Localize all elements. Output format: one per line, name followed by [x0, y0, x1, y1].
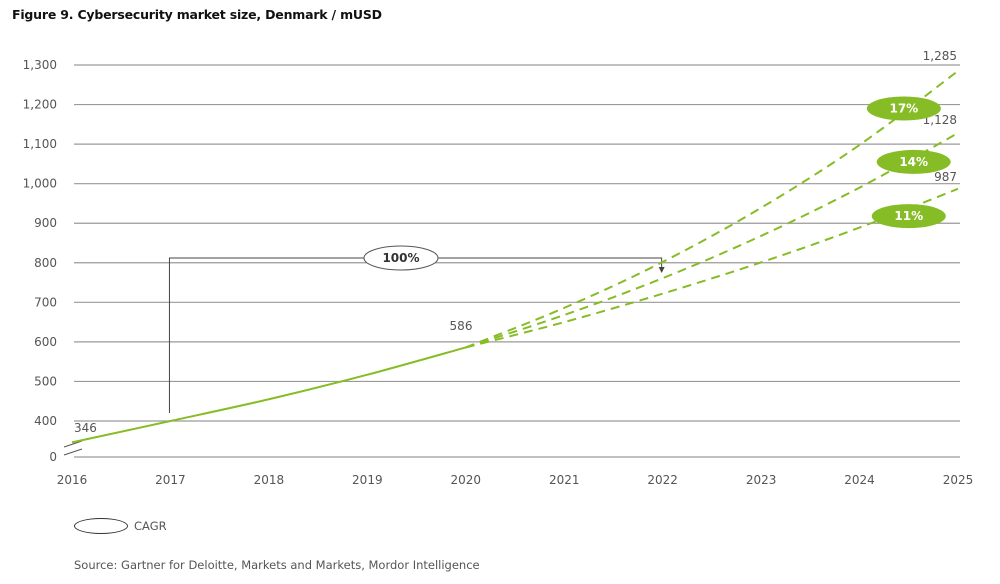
series-line-forecast-17-cagr	[465, 70, 959, 349]
y-tick-label: 1,100	[23, 137, 57, 151]
series-lines	[71, 70, 959, 444]
data-label: 586	[450, 319, 473, 333]
y-tick-label: 700	[34, 295, 57, 309]
cagr-badge	[866, 96, 941, 121]
y-tick-label: 900	[34, 216, 57, 230]
x-tick-label: 2022	[647, 473, 678, 487]
series-line-historical	[71, 346, 467, 444]
bracket-label: 100%	[382, 251, 419, 265]
growth-bracket: 100%	[168, 245, 665, 413]
bracket-line	[168, 257, 663, 413]
y-tick-label: 400	[34, 414, 57, 428]
series-line-forecast-14-cagr	[465, 132, 959, 349]
x-tick-label: 2023	[746, 473, 777, 487]
cagr-badge-label: 14%	[899, 155, 928, 169]
axis-break-mark	[63, 448, 83, 456]
cagr-oval-100	[363, 245, 439, 271]
data-label: 987	[934, 170, 957, 184]
y-tick-label: 1,300	[23, 58, 57, 72]
y-tick-label: 500	[34, 374, 57, 388]
axis-break	[63, 440, 83, 456]
series-line-forecast-11-cagr	[465, 187, 959, 349]
bracket-arrow	[658, 267, 665, 273]
legend-label: CAGR	[134, 519, 167, 533]
legend: CAGR	[74, 518, 167, 534]
y-tick-label: 800	[34, 256, 57, 270]
x-tick-label: 2020	[451, 473, 482, 487]
source-note: Source: Gartner for Deloitte, Markets an…	[74, 558, 480, 572]
y-axis-ticks: 0 400 500 600 700 800 900 1,000 1,100 1,200 1,300	[23, 58, 57, 464]
cagr-badges: 17% 14% 11%	[866, 96, 951, 229]
x-axis-ticks: 2016 2017 2018 2019 2020 2021 2022 2023 2024 2025	[57, 473, 974, 487]
x-tick-label: 2016	[57, 473, 88, 487]
legend-oval-icon	[74, 518, 128, 534]
gridlines	[74, 64, 960, 458]
axis-break-mark	[63, 440, 83, 448]
cagr-badge-label: 11%	[894, 209, 923, 223]
cagr-badge	[876, 149, 951, 174]
cagr-badge	[871, 204, 946, 229]
chart-title: Figure 9. Cybersecurity market size, Den…	[12, 7, 382, 22]
y-tick-label: 600	[34, 335, 57, 349]
x-tick-label: 2025	[943, 473, 974, 487]
data-label: 346	[74, 421, 97, 435]
x-tick-label: 2017	[155, 473, 186, 487]
y-tick-label: 1,000	[23, 177, 57, 191]
y-tick-label: 0	[49, 450, 57, 464]
y-tick-label: 1,200	[23, 98, 57, 112]
x-tick-label: 2024	[844, 473, 875, 487]
x-tick-label: 2021	[549, 473, 580, 487]
cagr-badge-label: 17%	[889, 102, 918, 116]
data-label: 1,285	[923, 49, 957, 63]
x-tick-label: 2018	[254, 473, 285, 487]
x-tick-label: 2019	[352, 473, 383, 487]
